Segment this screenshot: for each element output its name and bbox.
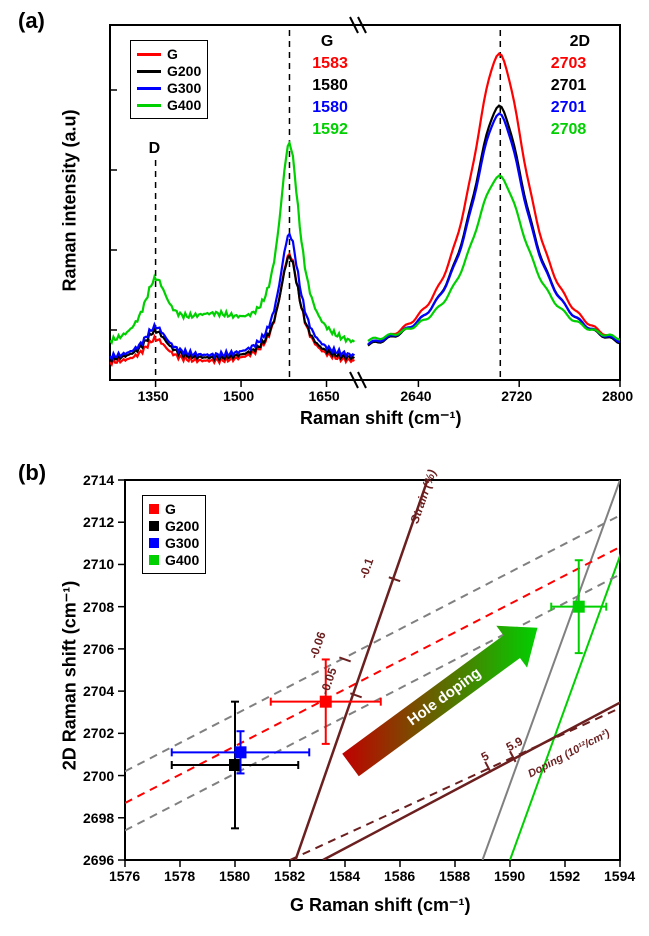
panel-b-legend: GG200G300G400 (142, 495, 206, 574)
peak-2d-label: 2D (570, 33, 590, 51)
panel-b-ylabel: 2D Raman shift (cm⁻¹) (60, 566, 81, 786)
peak-g-label: G (321, 33, 333, 51)
panel-a-ylabel: Raman intensity (a.u) (60, 101, 81, 301)
svg-text:Hole doping: Hole doping (404, 664, 484, 729)
panel-a-legend: GG200G300G400 (130, 40, 208, 119)
panel-b-xlabel: G Raman shift (cm⁻¹) (290, 895, 471, 916)
panel-a-xlabel: Raman shift (cm⁻¹) (300, 408, 462, 429)
peak-d-label: D (149, 140, 161, 158)
figure-container: (a) Raman shift (0, 0, 649, 936)
